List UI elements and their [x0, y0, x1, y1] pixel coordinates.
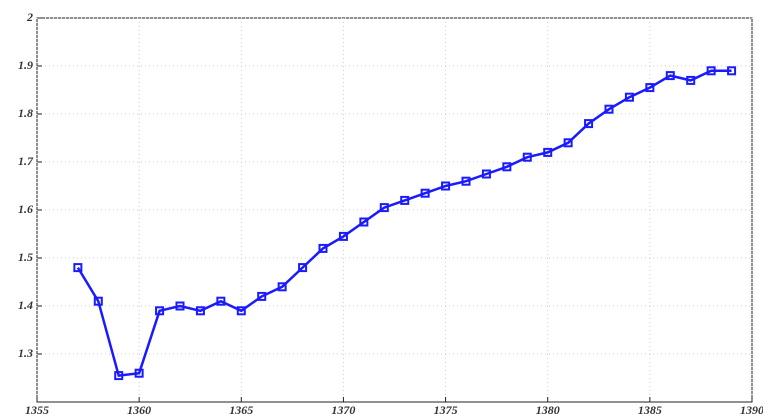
x-tick-label: 1360 — [127, 403, 151, 417]
x-tick-label: 1380 — [536, 403, 560, 417]
y-tick-label: 1.6 — [18, 202, 33, 216]
x-tick-label: 1375 — [434, 403, 458, 417]
x-tick-label: 1385 — [638, 403, 662, 417]
x-tick-label: 1370 — [331, 403, 355, 417]
y-tick-label: 2 — [26, 10, 33, 24]
x-tick-label: 1390 — [740, 403, 763, 417]
series-line — [78, 71, 732, 376]
y-tick-label: 1.7 — [18, 154, 34, 168]
y-tick-label: 1.9 — [18, 58, 33, 72]
plot-frame — [37, 18, 752, 402]
y-tick-label: 1.8 — [18, 106, 33, 120]
x-tick-label: 1365 — [229, 403, 253, 417]
x-tick-label: 1355 — [25, 403, 49, 417]
chart: 1.3 1.4 1.5 1.6 1.7 1.8 1.9 2 1355 1360 1365 1370 13… — [0, 0, 763, 419]
y-tick-label: 1.5 — [18, 250, 33, 264]
y-tick-label: 1.4 — [18, 298, 33, 312]
y-tick-label: 1.3 — [18, 346, 33, 360]
